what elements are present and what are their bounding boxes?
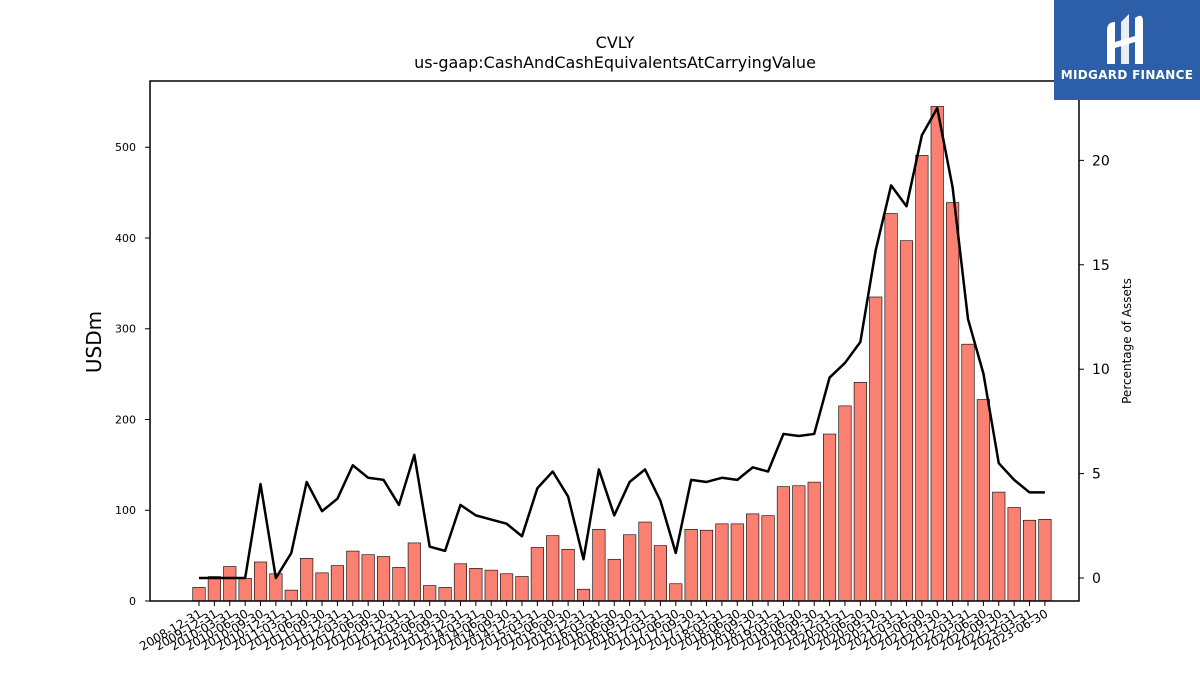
bar [315, 572, 329, 602]
bar [961, 343, 975, 602]
bar [823, 433, 837, 602]
line-group [199, 106, 1045, 580]
bar [423, 585, 437, 602]
y2-ticks: 0 5 10 15 20 [1079, 153, 1110, 587]
bar [853, 381, 867, 602]
bar [792, 485, 806, 602]
bar [192, 587, 206, 602]
bar [946, 202, 960, 602]
bar [746, 513, 760, 602]
brand-logo: MIDGARD FINANCE [1054, 0, 1200, 100]
bar [761, 515, 775, 602]
y2-tick-label: 0 [1092, 571, 1101, 587]
y-ticks: 0 100 200 300 400 500 [115, 141, 150, 608]
bar [930, 106, 944, 602]
bar [515, 576, 529, 602]
y-tick-label: 0 [129, 595, 136, 608]
bar [438, 587, 452, 602]
bar [223, 566, 237, 602]
bar [361, 554, 375, 602]
bars-group [192, 106, 1052, 602]
y-tick-label: 100 [115, 504, 136, 517]
y-axis-label: USDm [82, 311, 106, 373]
bar [377, 556, 391, 602]
bar [653, 545, 667, 602]
bar [392, 567, 406, 602]
bar [561, 548, 575, 602]
bar [684, 529, 698, 602]
y2-tick-label: 20 [1092, 153, 1110, 169]
bar [238, 578, 252, 602]
bar [807, 481, 821, 602]
logo-mark-icon [1107, 14, 1143, 64]
bar [284, 589, 298, 602]
bar [1007, 507, 1021, 602]
y-tick-label: 300 [115, 323, 136, 336]
bar [776, 486, 790, 602]
bar [207, 576, 221, 602]
bar [330, 565, 344, 602]
bar [899, 240, 914, 602]
bar [699, 529, 714, 602]
bar [592, 529, 606, 602]
y2-tick-label: 10 [1092, 362, 1110, 378]
bar [500, 573, 514, 602]
y-tick-label: 200 [115, 413, 136, 426]
chart-subtitle: us-gaap:CashAndCashEquivalentsAtCarrying… [414, 53, 816, 72]
chart-title: CVLY [596, 33, 635, 52]
bar [607, 558, 621, 602]
bar [530, 547, 544, 602]
bar [976, 399, 990, 602]
y2-tick-label: 15 [1092, 258, 1110, 274]
bar [730, 523, 744, 602]
plot-frame [149, 80, 1080, 602]
bar [469, 568, 483, 602]
y2-tick-label: 5 [1092, 467, 1101, 483]
bar [1038, 519, 1052, 602]
bar [546, 535, 560, 602]
bar [346, 550, 360, 602]
bar [484, 569, 498, 602]
bar [576, 588, 591, 602]
bar [869, 296, 883, 602]
bar [300, 558, 314, 602]
bar [915, 155, 929, 602]
bar [992, 491, 1006, 602]
bar [1022, 519, 1037, 602]
bar [715, 523, 729, 602]
bar [407, 542, 421, 602]
x-ticks: 2008-12-312009-12-312010-03-312010-06-30… [137, 601, 1050, 653]
bar [669, 583, 683, 602]
bar [884, 213, 898, 602]
y-tick-label: 500 [115, 141, 136, 154]
percentage-line [199, 106, 1045, 580]
y-tick-label: 400 [115, 232, 136, 245]
bar [838, 405, 852, 602]
bar [638, 521, 652, 602]
y2-axis-label: Percentage of Assets [1120, 278, 1134, 404]
bar [253, 561, 268, 602]
bar [623, 534, 637, 602]
logo-text: MIDGARD FINANCE [1060, 68, 1194, 82]
bar [453, 563, 468, 602]
